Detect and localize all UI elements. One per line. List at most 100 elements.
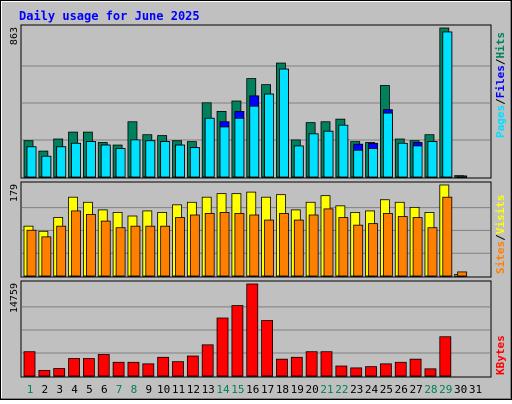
bar-sites-day-9 (145, 225, 156, 277)
bar-pages-day-17 (264, 93, 275, 178)
bar-pages-day-21 (323, 130, 334, 178)
bar-kbytes-day-9 (142, 363, 155, 377)
bar-pages-day-18 (279, 68, 289, 178)
x-label-day-28: 28 (424, 383, 437, 396)
bar-sites-day-21 (323, 208, 334, 277)
x-label-day-12: 12 (187, 383, 200, 396)
legend-sites: Sites (494, 241, 507, 274)
bar-kbytes-day-4 (68, 358, 80, 377)
bar-pages-day-20 (308, 133, 319, 178)
x-label-day-2: 2 (42, 383, 49, 396)
x-label-day-30: 30 (454, 383, 467, 396)
x-label-day-17: 17 (261, 383, 274, 396)
bar-sites-day-5 (86, 214, 96, 277)
bar-kbytes-day-8 (127, 361, 140, 377)
bar-kbytes-day-2 (38, 369, 51, 377)
bar-sites-day-17 (264, 219, 275, 277)
x-label-day-20: 20 (306, 383, 319, 396)
legend-sep-1: / (494, 98, 507, 105)
bar-sites-day-11 (175, 217, 185, 277)
legend-hits-files-pages: Pages/Files/Hits (494, 32, 507, 138)
bar-kbytes-day-13 (201, 344, 214, 377)
bar-sites-day-28 (427, 227, 438, 277)
kbytes-max-label: 14759 (9, 283, 20, 313)
bar-sites-day-6 (100, 220, 111, 277)
bar-pages-day-6 (100, 144, 111, 178)
bar-pages-day-9 (145, 140, 156, 178)
bar-kbytes-day-29 (439, 336, 452, 377)
bar-pages-day-1 (26, 146, 37, 178)
bar-kbytes-day-23 (350, 367, 363, 377)
bar-pages-day-7 (115, 148, 126, 178)
x-label-day-18: 18 (276, 383, 289, 396)
x-label-day-22: 22 (335, 383, 348, 396)
bar-sites-day-12 (189, 214, 200, 277)
x-axis-labels: 1 2 3 4 5 6 7 8 9 10 11 12 13 14 15 16 17 18 19 20 21 22 23 24 2… (27, 383, 482, 396)
bar-pages-day-3 (56, 146, 67, 178)
bar-pages-day-2 (41, 155, 52, 178)
visits-max-label: 179 (9, 184, 20, 202)
bar-pages-day-19 (293, 145, 304, 178)
bar-kbytes-day-3 (53, 368, 66, 377)
x-label-day-15: 15 (231, 383, 244, 396)
x-label-day-3: 3 (56, 383, 63, 396)
x-label-day-7: 7 (116, 383, 123, 396)
x-label-day-9: 9 (145, 383, 152, 396)
bar-pages-day-14 (219, 126, 230, 178)
bar-sites-day-18 (279, 213, 289, 277)
x-label-day-5: 5 (86, 383, 93, 396)
x-label-day-11: 11 (172, 383, 185, 396)
bar-pages-day-4 (71, 142, 81, 178)
bar-kbytes-day-26 (394, 361, 407, 377)
bar-sites-day-1 (26, 229, 37, 277)
bar-kbytes-day-25 (379, 363, 392, 377)
bar-sites-day-30 (457, 271, 468, 277)
bar-sites-day-25 (382, 213, 393, 277)
bar-kbytes-day-16 (246, 283, 259, 377)
bar-kbytes-day-24 (365, 366, 377, 377)
bar-kbytes-day-14 (216, 317, 229, 377)
bar-sites-day-29 (442, 196, 453, 277)
legend-hits: Hits (494, 32, 507, 59)
bar-pages-day-29 (442, 31, 453, 178)
hits-max-label: 863 (9, 27, 20, 45)
bar-pages-day-27 (412, 145, 423, 178)
x-label-day-24: 24 (365, 383, 379, 396)
x-label-day-10: 10 (157, 383, 170, 396)
x-label-day-21: 21 (320, 383, 333, 396)
x-label-day-16: 16 (246, 383, 259, 396)
bar-pages-day-22 (338, 124, 349, 178)
bar-kbytes-day-20 (305, 351, 318, 377)
legend-sep-2: / (494, 58, 507, 65)
x-label-day-6: 6 (101, 383, 108, 396)
bar-kbytes-day-6 (97, 354, 110, 377)
bars (23, 27, 468, 377)
bar-pages-day-5 (86, 141, 96, 178)
bar-kbytes-day-7 (112, 361, 125, 377)
bar-kbytes-day-10 (157, 356, 170, 377)
bar-kbytes-day-12 (186, 355, 199, 377)
bar-kbytes-day-11 (172, 361, 184, 377)
bar-kbytes-day-15 (231, 305, 244, 377)
bar-sites-day-13 (204, 213, 215, 277)
x-label-day-8: 8 (131, 383, 138, 396)
bar-kbytes-day-28 (424, 368, 437, 377)
bar-sites-day-16 (249, 214, 260, 277)
bar-pages-day-11 (175, 144, 185, 178)
bar-pages-day-13 (204, 117, 215, 178)
legend-sites-visits: Sites/Visits (494, 195, 507, 275)
bar-sites-day-14 (219, 212, 230, 277)
bar-sites-day-3 (56, 225, 67, 277)
bar-pages-day-25 (382, 112, 393, 178)
x-label-day-1: 1 (27, 383, 34, 396)
bar-sites-day-27 (412, 217, 423, 277)
x-label-day-29: 29 (439, 383, 452, 396)
bar-sites-day-23 (353, 224, 364, 277)
bar-sites-day-24 (368, 223, 378, 277)
bar-sites-day-2 (41, 236, 52, 277)
x-label-day-27: 27 (409, 383, 422, 396)
x-label-day-14: 14 (216, 383, 230, 396)
bar-kbytes-day-27 (409, 358, 422, 377)
